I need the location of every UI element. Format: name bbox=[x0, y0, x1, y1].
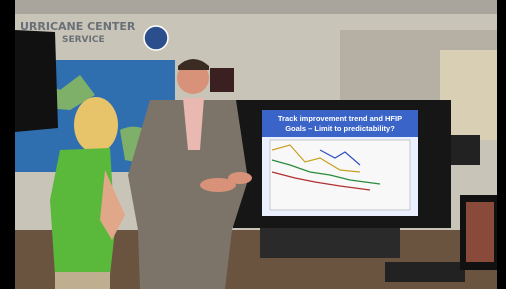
monitor-stand bbox=[260, 228, 400, 258]
screen-plot bbox=[270, 140, 410, 210]
monitor-side-screen bbox=[466, 202, 494, 262]
wall-clock bbox=[210, 68, 234, 92]
ceiling bbox=[15, 0, 497, 14]
keyboard bbox=[385, 262, 465, 282]
camera bbox=[15, 30, 58, 132]
screen-title: Goals – Limit to predictability? bbox=[285, 124, 395, 133]
logo bbox=[144, 26, 168, 50]
wall-sign: URRICANE CENTER bbox=[20, 20, 136, 33]
monitor-small bbox=[450, 135, 480, 165]
woman-hair bbox=[74, 97, 118, 153]
screen-title: Track improvement trend and HFIP bbox=[278, 114, 402, 123]
woman-pants bbox=[55, 272, 110, 289]
man-hand bbox=[228, 172, 252, 184]
page: {"wall_sign": {"line1": "URRICANE CENTER… bbox=[0, 0, 506, 289]
photo: URRICANE CENTER SERVICE Track improvemen… bbox=[0, 0, 506, 289]
wall-sign: SERVICE bbox=[62, 35, 105, 45]
